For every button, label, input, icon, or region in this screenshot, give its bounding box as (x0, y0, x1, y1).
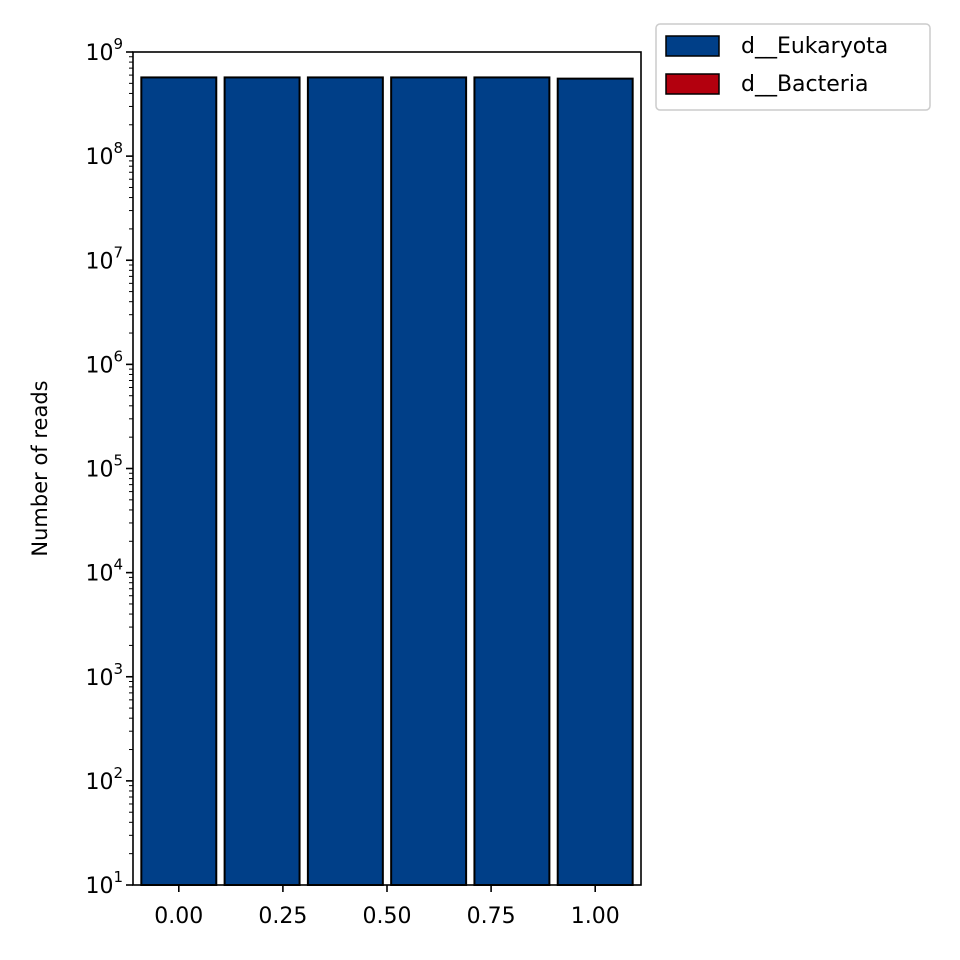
bar-d-eukaryota-1 (223, 76, 301, 887)
bar-d-eukaryota-2 (306, 76, 384, 887)
x-tick-label: 0.00 (154, 904, 203, 929)
x-tick-label: 0.25 (258, 904, 307, 929)
legend-box (655, 23, 931, 111)
y-axis-title: Number of reads (28, 380, 52, 556)
bar-d-eukaryota-5 (556, 77, 634, 886)
y-tick-label: 103 (85, 660, 123, 691)
y-tick-label: 106 (85, 347, 123, 378)
bar-d-eukaryota-3 (390, 76, 468, 887)
x-tick-label: 0.50 (363, 904, 412, 929)
legend: d__Eukaryota d__Bacteria (655, 23, 931, 111)
legend-label: d__Bacteria (741, 72, 868, 97)
y-axis: 101 102 103 104 105 106 107 108 109 (85, 35, 133, 899)
y-tick-label: 108 (85, 139, 123, 170)
y-tick-label: 105 (85, 452, 123, 483)
x-tick-label: 0.75 (467, 904, 516, 929)
y-tick-label: 102 (85, 764, 123, 795)
x-tick-label: 1.00 (571, 904, 620, 929)
y-tick-label: 104 (85, 556, 123, 587)
y-tick-label: 109 (85, 35, 123, 66)
legend-swatch (665, 35, 720, 57)
bar-d-eukaryota-0 (140, 76, 218, 887)
bars-layer (140, 76, 634, 887)
legend-label: d__Eukaryota (741, 34, 888, 59)
x-axis: 0.00 0.25 0.50 0.75 1.00 (154, 885, 620, 929)
y-tick-label: 107 (85, 243, 123, 274)
bar-d-eukaryota-4 (473, 76, 551, 887)
plot-frame (132, 51, 642, 886)
legend-swatch (665, 73, 720, 95)
y-tick-label: 101 (85, 868, 123, 899)
